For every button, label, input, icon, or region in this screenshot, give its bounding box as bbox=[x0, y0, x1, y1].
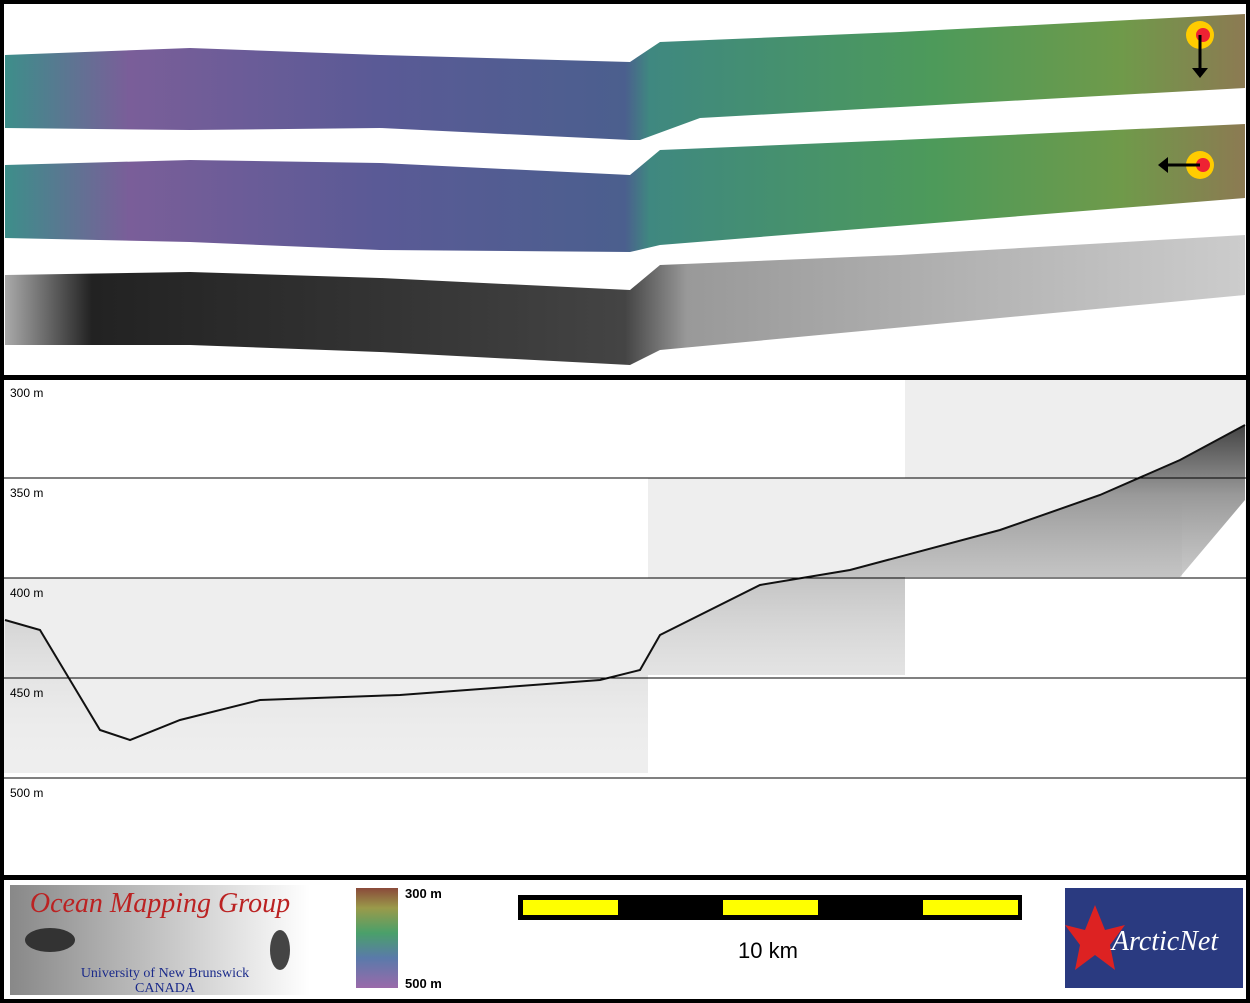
depth-label: 500 m bbox=[10, 786, 43, 800]
colorbar-bottom: 500 m bbox=[405, 976, 442, 991]
logo-country: CANADA bbox=[135, 981, 196, 996]
sun-icon-1 bbox=[1186, 21, 1214, 78]
depth-label: 450 m bbox=[10, 686, 43, 700]
depth-label: 300 m bbox=[10, 386, 43, 400]
scale-label: 10 km bbox=[738, 938, 798, 963]
scale-bar bbox=[518, 895, 1022, 920]
sun-icon-2 bbox=[1158, 151, 1214, 179]
colorbar-top: 300 m bbox=[405, 886, 442, 901]
swath-sun-east bbox=[5, 124, 1245, 252]
maple-leaf bbox=[1065, 905, 1125, 970]
logo-ship bbox=[25, 928, 75, 952]
depth-lines bbox=[4, 477, 1246, 779]
swath-sun-north bbox=[5, 14, 1245, 140]
seafloor bbox=[4, 424, 1246, 742]
echo-fill bbox=[5, 425, 1245, 773]
partner-name: ArcticNet bbox=[1110, 926, 1219, 957]
depth-label: 400 m bbox=[10, 586, 43, 600]
swath-backscatter bbox=[5, 235, 1245, 365]
colorbar bbox=[356, 888, 398, 988]
logo-ship bbox=[270, 930, 290, 970]
depth-label: 350 m bbox=[10, 486, 43, 500]
logo-title: Ocean Mapping Group bbox=[30, 888, 290, 919]
logo-university: University of New Brunswick bbox=[81, 966, 249, 981]
